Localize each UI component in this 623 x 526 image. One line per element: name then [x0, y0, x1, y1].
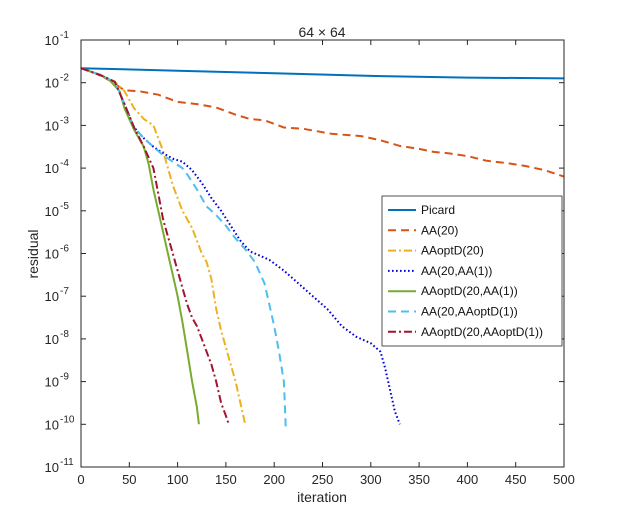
legend-label-1: AA(20)	[421, 223, 458, 237]
y-tick-exponent: -9	[60, 372, 69, 383]
y-tick-label: 10	[45, 460, 59, 475]
x-axis: 0 50 100 150 200 250 300 350 400 450 500	[77, 40, 575, 487]
y-tick-label: 10	[45, 76, 59, 91]
y-tick-label: 10	[45, 289, 59, 304]
chart-title: 64 × 64	[298, 24, 345, 40]
y-tick-exponent: -6	[60, 244, 69, 255]
x-tick-label: 250	[312, 472, 334, 487]
y-tick-label: 10	[45, 332, 59, 347]
legend-label-0: Picard	[421, 203, 455, 217]
y-tick-exponent: -3	[60, 115, 69, 126]
series-line-3	[80, 67, 401, 425]
y-tick-label: 10	[45, 204, 59, 219]
legend-label-2: AAoptD(20)	[421, 244, 484, 258]
series-line-5	[80, 67, 287, 429]
y-tick-label: 10	[45, 247, 59, 262]
y-tick-exponent: -2	[60, 73, 69, 84]
legend-label-5: AA(20,AAoptD(1))	[421, 305, 518, 319]
y-tick-exponent: -10	[60, 414, 75, 425]
x-tick-label: 350	[408, 472, 430, 487]
y-tick-exponent: -11	[60, 457, 74, 468]
x-tick-label: 300	[360, 472, 382, 487]
x-tick-label: 500	[553, 472, 575, 487]
x-axis-title: iteration	[297, 489, 347, 505]
y-tick-label: 10	[45, 375, 59, 390]
y-tick-exponent: -7	[60, 286, 69, 297]
x-tick-label: 200	[263, 472, 285, 487]
x-tick-label: 0	[77, 472, 84, 487]
y-axis-title: residual	[25, 229, 41, 278]
y-tick-exponent: -1	[60, 30, 69, 41]
legend: Picard AA(20) AAoptD(20) AA(20,AA(1)) AAoptD…	[381, 195, 563, 347]
series-layer	[80, 67, 565, 429]
series-line-0	[80, 67, 565, 80]
series-line-4	[80, 67, 200, 425]
legend-label-4: AAoptD(20,AA(1))	[421, 284, 518, 298]
series-line-1	[80, 67, 565, 178]
series-line-6	[80, 67, 230, 425]
x-tick-label: 150	[215, 472, 237, 487]
y-tick-label: 10	[45, 33, 59, 48]
x-tick-label: 100	[167, 472, 189, 487]
x-tick-label: 400	[457, 472, 479, 487]
y-tick-label: 10	[45, 118, 59, 133]
legend-label-3: AA(20,AA(1))	[421, 264, 492, 278]
y-tick-exponent: -4	[60, 158, 69, 169]
x-tick-label: 50	[122, 472, 136, 487]
y-tick-label: 10	[45, 417, 59, 432]
y-axis: 10 -110 -210 -310 -410 -510 -610 -710 -810 -910 -1…	[45, 30, 564, 475]
legend-label-6: AAoptD(20,AAoptD(1))	[421, 325, 543, 339]
y-tick-label: 10	[45, 161, 59, 176]
y-tick-exponent: -5	[60, 201, 69, 212]
x-tick-label: 450	[505, 472, 527, 487]
y-tick-exponent: -8	[60, 329, 69, 340]
series-line-2	[80, 67, 247, 425]
